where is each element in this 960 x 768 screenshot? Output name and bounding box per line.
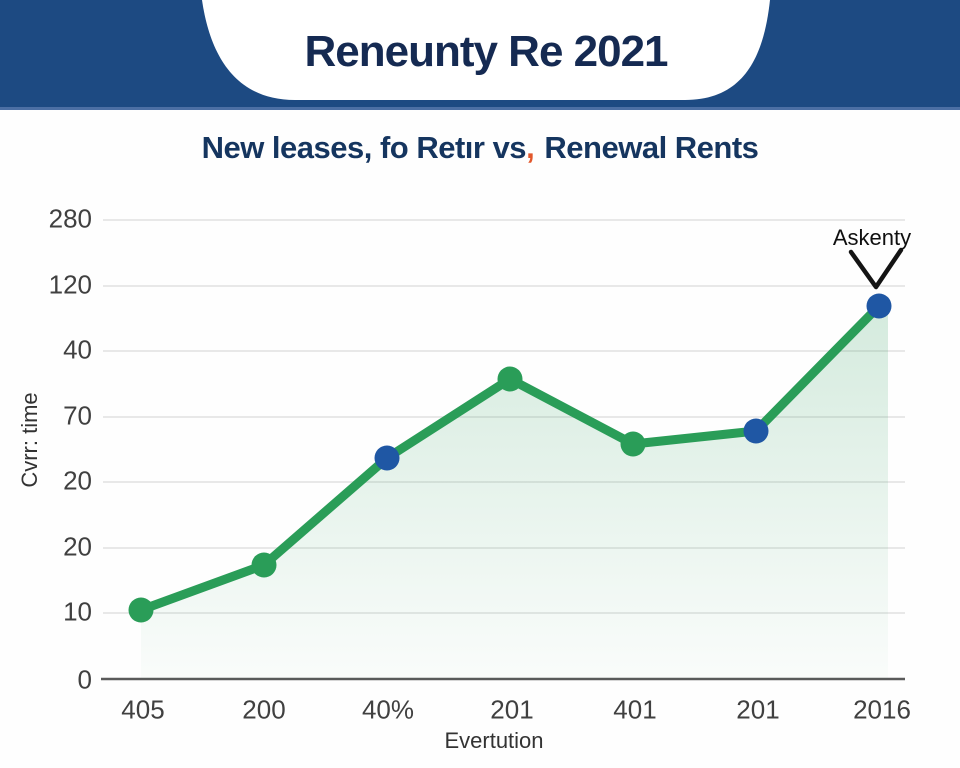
header-band: Reneunty Re 2021	[0, 0, 960, 110]
data-point	[497, 366, 523, 392]
subtitle-accent-comma: ,	[526, 130, 535, 165]
data-point	[620, 431, 646, 457]
annotation-label: Askenty	[832, 225, 912, 250]
y-tick-label: 0	[77, 664, 92, 695]
x-tick-label: 200	[242, 694, 286, 725]
x-tick-label: 201	[490, 694, 534, 725]
x-tick-label: 401	[613, 694, 657, 725]
data-point	[128, 597, 154, 623]
x-tick-label: 405	[121, 694, 165, 725]
header-tab-shape	[202, 0, 770, 100]
y-axis-title: Cvrr: time	[17, 392, 42, 488]
data-point	[743, 418, 769, 444]
data-point	[374, 445, 400, 471]
x-tick-label: 40%	[361, 694, 415, 725]
area-fill	[141, 306, 888, 679]
y-tick-label: 20	[63, 465, 92, 496]
page-title: Reneunty Re 2021	[304, 27, 668, 76]
data-point	[251, 552, 277, 578]
data-points	[128, 293, 892, 623]
y-tick-label: 120	[48, 269, 92, 300]
subtitle-text-2: Renewal Rents	[544, 130, 759, 165]
x-tick-label: 201	[736, 694, 780, 725]
y-tick-label: 280	[48, 203, 92, 234]
y-tick-label: 20	[63, 531, 92, 562]
annotation-arrow	[848, 247, 904, 290]
x-tick-label: 2016	[853, 694, 911, 725]
y-tick-label: 40	[63, 334, 92, 365]
chart-subtitle: New leases, fo Retır vs, Renewal Rents	[0, 130, 960, 166]
subtitle-text-1: New leases, fo Retır vs	[201, 130, 527, 165]
x-axis-title: Evertution	[444, 728, 544, 753]
y-tick-label: 10	[63, 596, 92, 627]
y-tick-label: 70	[63, 400, 92, 431]
data-point	[866, 293, 892, 319]
